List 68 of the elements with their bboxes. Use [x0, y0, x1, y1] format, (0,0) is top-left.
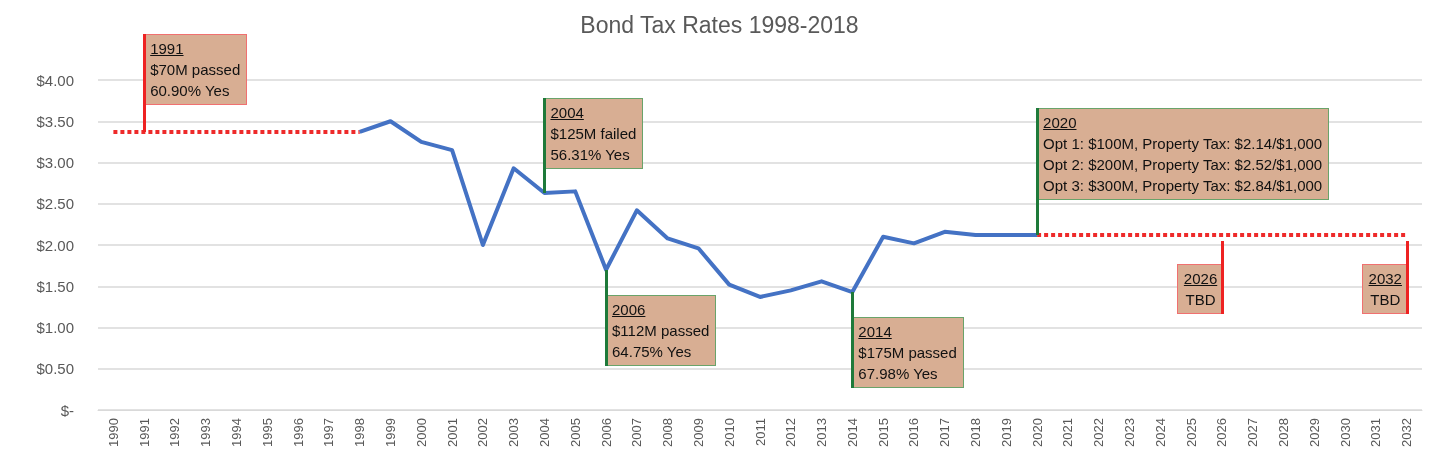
x-tick-label: 1999 [383, 418, 399, 447]
x-tick-label: 2010 [721, 418, 737, 447]
x-tick-label: 2028 [1275, 418, 1291, 447]
x-tick-label: 2008 [660, 418, 676, 447]
y-tick-label: $1.50 [36, 277, 74, 295]
x-tick-label: 2017 [937, 418, 953, 447]
x-tick-label: 2032 [1399, 418, 1415, 447]
line-series [357, 119, 1040, 299]
x-tick-label: 2021 [1060, 418, 1076, 447]
annotation: 2004 $125M failed 56.31% Yes [550, 103, 637, 165]
x-tick-label: 2024 [1152, 418, 1168, 447]
x-tick-label: 2002 [475, 418, 491, 447]
annotation: 2006 $112M passed 64.75% Yes [612, 299, 710, 362]
x-tick-label: 1994 [229, 418, 245, 447]
chart-title: Bond Tax Rates 1998-2018 [580, 11, 859, 38]
y-tick-label: $4.00 [36, 71, 74, 89]
x-tick-label: 2007 [629, 418, 645, 447]
x-tick-label: 2006 [598, 418, 614, 447]
x-tick-label: 1996 [290, 418, 306, 447]
x-tick-label: 2014 [844, 418, 860, 447]
x-tick-label: 2027 [1245, 418, 1261, 447]
x-tick-label: 2016 [906, 418, 922, 447]
x-tick-label: 1997 [321, 418, 337, 447]
x-tick-label: 2015 [875, 418, 891, 447]
y-tick-label: $2.00 [36, 236, 74, 254]
x-tick-label: 2020 [1029, 418, 1045, 447]
annotation: 1991 $70M passed 60.90% Yes [150, 38, 241, 101]
x-tick-label: 1991 [136, 418, 152, 447]
annotation: 2032 TBD [1368, 269, 1402, 311]
x-tick-label: 1998 [352, 418, 368, 447]
y-tick-label: $2.50 [36, 195, 74, 213]
x-tick-label: 2029 [1306, 418, 1322, 447]
y-tick-label: $3.50 [36, 112, 74, 130]
annotation: 2020 Opt 1: $100M, Property Tax: $2.14/$1,000 Opt 2: $200M, Property Tax: $2.52/$1,000 Opt 3: $300M, Property Tax: $2.84/$1,000 [1043, 113, 1323, 197]
x-tick-label: 2012 [783, 418, 799, 447]
x-tick-label: 2005 [567, 418, 583, 447]
x-tick-label: 2013 [814, 418, 830, 447]
x-tick-label: 1995 [259, 418, 275, 447]
callout: 2006 $112M passed 64.75% Yes [605, 269, 717, 366]
x-tick-label: 1992 [167, 418, 183, 447]
x-tick-label: 2011 [752, 418, 768, 446]
y-tick-label: $1.00 [36, 319, 74, 336]
callout: 1991 $70M passed 60.90% Yes [143, 33, 248, 132]
x-tick-label: 2001 [444, 418, 460, 447]
x-tick-label: 2031 [1368, 418, 1384, 447]
callout: 2004 $125M failed 56.31% Yes [543, 98, 644, 193]
x-tick-label: 2009 [690, 418, 706, 447]
y-tick-label: $3.00 [36, 154, 74, 171]
x-tick-label: 1993 [198, 418, 214, 447]
x-tick-label: 2003 [506, 418, 522, 447]
y-tick-label: $0.50 [36, 360, 74, 378]
callout: 2020 Opt 1: $100M, Property Tax: $2.14/$1,000 Opt 2: $200M, Property Tax: $2.52/$1,000 Opt 3: $300M, Property Tax: $2.84/$1,000 [1036, 108, 1330, 236]
x-tick-label: 2025 [1183, 418, 1199, 447]
x-tick-label: 2004 [536, 418, 552, 447]
x-tick-label: 2000 [413, 418, 429, 447]
x-tick-label: 2022 [1091, 418, 1107, 447]
x-tick-label: 2026 [1214, 418, 1230, 447]
x-tick-label: 2030 [1337, 418, 1353, 447]
callout: 2014 $175M passed 67.98% Yes [851, 292, 964, 388]
annotation: 2026 TBD [1183, 269, 1218, 311]
x-tick-label: 2019 [998, 418, 1014, 447]
x-tick-label: 2023 [1121, 418, 1137, 447]
x-tick-label: 1990 [105, 418, 121, 447]
callout: 2032 TBD [1361, 241, 1409, 315]
annotation: 2014 $175M passed 67.98% Yes [858, 322, 957, 384]
x-tick-label: 2018 [968, 418, 984, 447]
y-tick-label: $- [60, 401, 74, 419]
callout: 2026 TBD [1176, 241, 1224, 315]
